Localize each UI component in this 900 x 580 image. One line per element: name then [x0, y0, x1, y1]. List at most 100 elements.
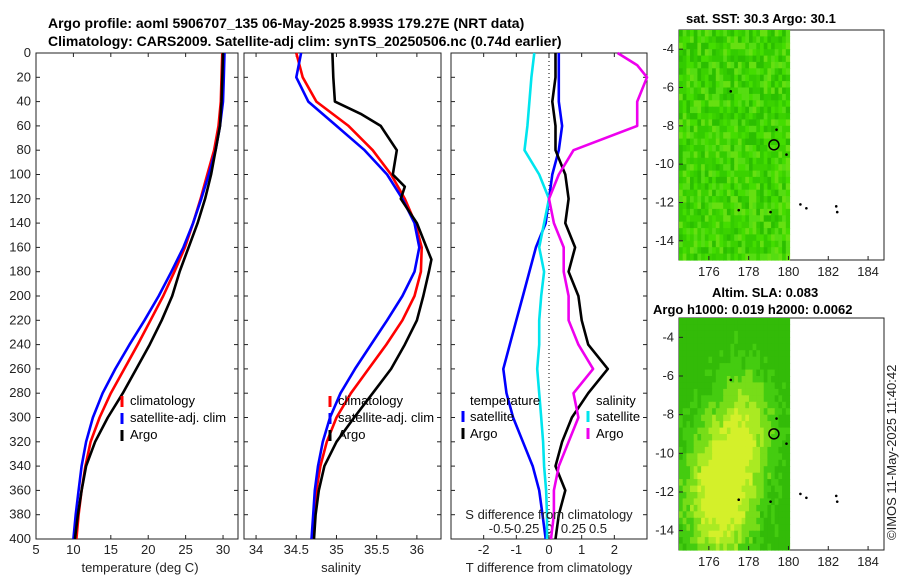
- map-cell: [763, 466, 768, 474]
- x-tick-label: 176: [698, 264, 720, 279]
- map-cell: [767, 363, 772, 371]
- map-cell: [682, 479, 687, 487]
- map-cell: [741, 427, 746, 435]
- map-cell: [682, 87, 687, 95]
- map-cell: [785, 446, 791, 454]
- map-cell: [771, 343, 776, 351]
- map-cell: [708, 183, 713, 191]
- map-cell: [723, 42, 728, 50]
- map-cell: [704, 228, 710, 236]
- map-cell: [730, 106, 735, 114]
- map-cell: [693, 388, 698, 396]
- map-cell: [723, 164, 728, 172]
- map-cell: [749, 164, 754, 172]
- map-cell: [745, 215, 750, 223]
- map-cell: [782, 125, 787, 133]
- map-cell: [704, 30, 710, 37]
- map-cell: [767, 337, 772, 345]
- map-cell: [737, 196, 743, 204]
- map-cell: [701, 350, 706, 358]
- map-cell: [745, 453, 750, 461]
- map-cell: [679, 504, 684, 512]
- map-cell: [690, 189, 695, 197]
- map-cell: [701, 138, 706, 146]
- map-cell: [760, 330, 765, 338]
- map-cell: [726, 318, 732, 325]
- island-marker: [834, 205, 838, 208]
- map-cell: [763, 196, 768, 204]
- map-cell: [701, 356, 706, 364]
- island-marker: [835, 500, 839, 503]
- map-cell: [760, 453, 765, 461]
- map-cell: [682, 68, 687, 76]
- map-cell: [774, 170, 779, 178]
- map-cell: [767, 330, 772, 338]
- map-cell: [737, 100, 743, 108]
- map-cell: [778, 228, 783, 236]
- map-cell: [730, 132, 735, 140]
- map-cell: [693, 459, 698, 467]
- map-cell: [708, 221, 713, 229]
- map-cell: [697, 221, 702, 229]
- map-cell: [704, 74, 710, 82]
- map-cell: [723, 440, 728, 448]
- map-cell: [734, 369, 739, 377]
- map-cell: [730, 537, 735, 545]
- map-cell: [697, 202, 702, 210]
- map-cell: [723, 324, 728, 332]
- map-cell: [679, 132, 684, 140]
- map-cell: [771, 330, 776, 338]
- island-marker: [805, 206, 808, 210]
- map-cell: [679, 434, 684, 441]
- map-cell: [774, 504, 779, 512]
- map-cell: [745, 106, 750, 114]
- map-cell: [763, 382, 768, 390]
- map-cell: [686, 388, 691, 396]
- map-cell: [723, 49, 728, 57]
- map-cell: [686, 324, 691, 332]
- map-cell: [682, 93, 687, 101]
- map-cell: [745, 30, 750, 37]
- map-cell: [708, 42, 713, 50]
- map-cell: [682, 170, 687, 178]
- map-cell: [745, 388, 750, 396]
- map-cell: [741, 189, 746, 197]
- map-cell: [785, 421, 791, 429]
- map-cell: [723, 228, 728, 236]
- map-cell: [734, 253, 739, 261]
- map-cell: [682, 106, 687, 114]
- map-cell: [682, 537, 687, 545]
- map-cell: [682, 221, 687, 229]
- map-cell: [782, 202, 787, 210]
- map-cell: [719, 466, 724, 474]
- map-cell: [686, 157, 691, 165]
- map-cell: [756, 524, 761, 532]
- map-cell: [756, 170, 761, 178]
- map-cell: [741, 145, 746, 152]
- map-cell: [734, 61, 739, 69]
- map-cell: [693, 343, 698, 351]
- map-cell: [708, 434, 713, 441]
- map-cell: [745, 119, 750, 127]
- map-cell: [701, 125, 706, 133]
- map-cell: [690, 511, 695, 519]
- map-cell: [708, 395, 713, 403]
- s-difference-xlabel: S difference from climatology: [465, 507, 633, 522]
- map-cell: [682, 164, 687, 172]
- map-cell: [715, 408, 721, 416]
- y-tick-label: 220: [9, 312, 31, 327]
- map-cell: [693, 530, 698, 538]
- map-cell: [679, 318, 684, 325]
- map-cell: [690, 125, 695, 133]
- map-cell: [782, 434, 787, 441]
- map-cell: [704, 183, 710, 191]
- map-cell: [704, 253, 710, 261]
- map-cell: [778, 93, 783, 101]
- map-cell: [715, 459, 721, 467]
- map-cell: [730, 343, 735, 351]
- map-cell: [749, 138, 754, 146]
- map-cell: [697, 145, 702, 152]
- map-cell: [719, 81, 724, 89]
- map-cell: [774, 42, 779, 50]
